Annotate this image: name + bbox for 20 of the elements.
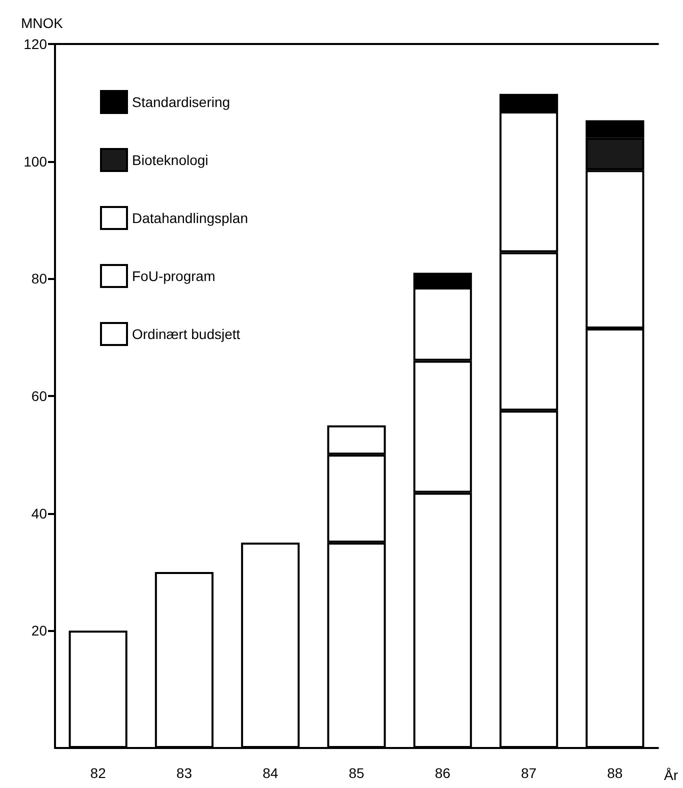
y-tick-label: 80	[31, 270, 48, 287]
legend-label: Datahandlingsplan	[132, 210, 248, 226]
x-tick-label: 85	[348, 765, 364, 781]
y-tick-label: 120	[24, 36, 48, 52]
legend-label: Ordinært budsjett	[132, 326, 240, 342]
x-tick-label: 86	[434, 765, 451, 781]
x-tick-label: 83	[176, 765, 192, 781]
x-tick-label: 88	[607, 765, 623, 781]
y-tick-label: 60	[31, 388, 48, 404]
y-tick-label: 20	[31, 622, 48, 639]
legend-label: FoU-program	[132, 268, 216, 284]
x-tick-label: 87	[520, 765, 537, 781]
x-tick-label: 82	[90, 765, 106, 781]
y-axis-title: MNOK	[21, 15, 64, 31]
y-tick-label: 100	[24, 153, 48, 170]
x-tick-label: 84	[262, 765, 278, 781]
legend-label: Standardisering	[132, 94, 230, 110]
y-tick-label: 40	[31, 505, 48, 522]
x-axis-title: År	[664, 767, 678, 783]
legend-label: Bioteknologi	[132, 152, 208, 168]
